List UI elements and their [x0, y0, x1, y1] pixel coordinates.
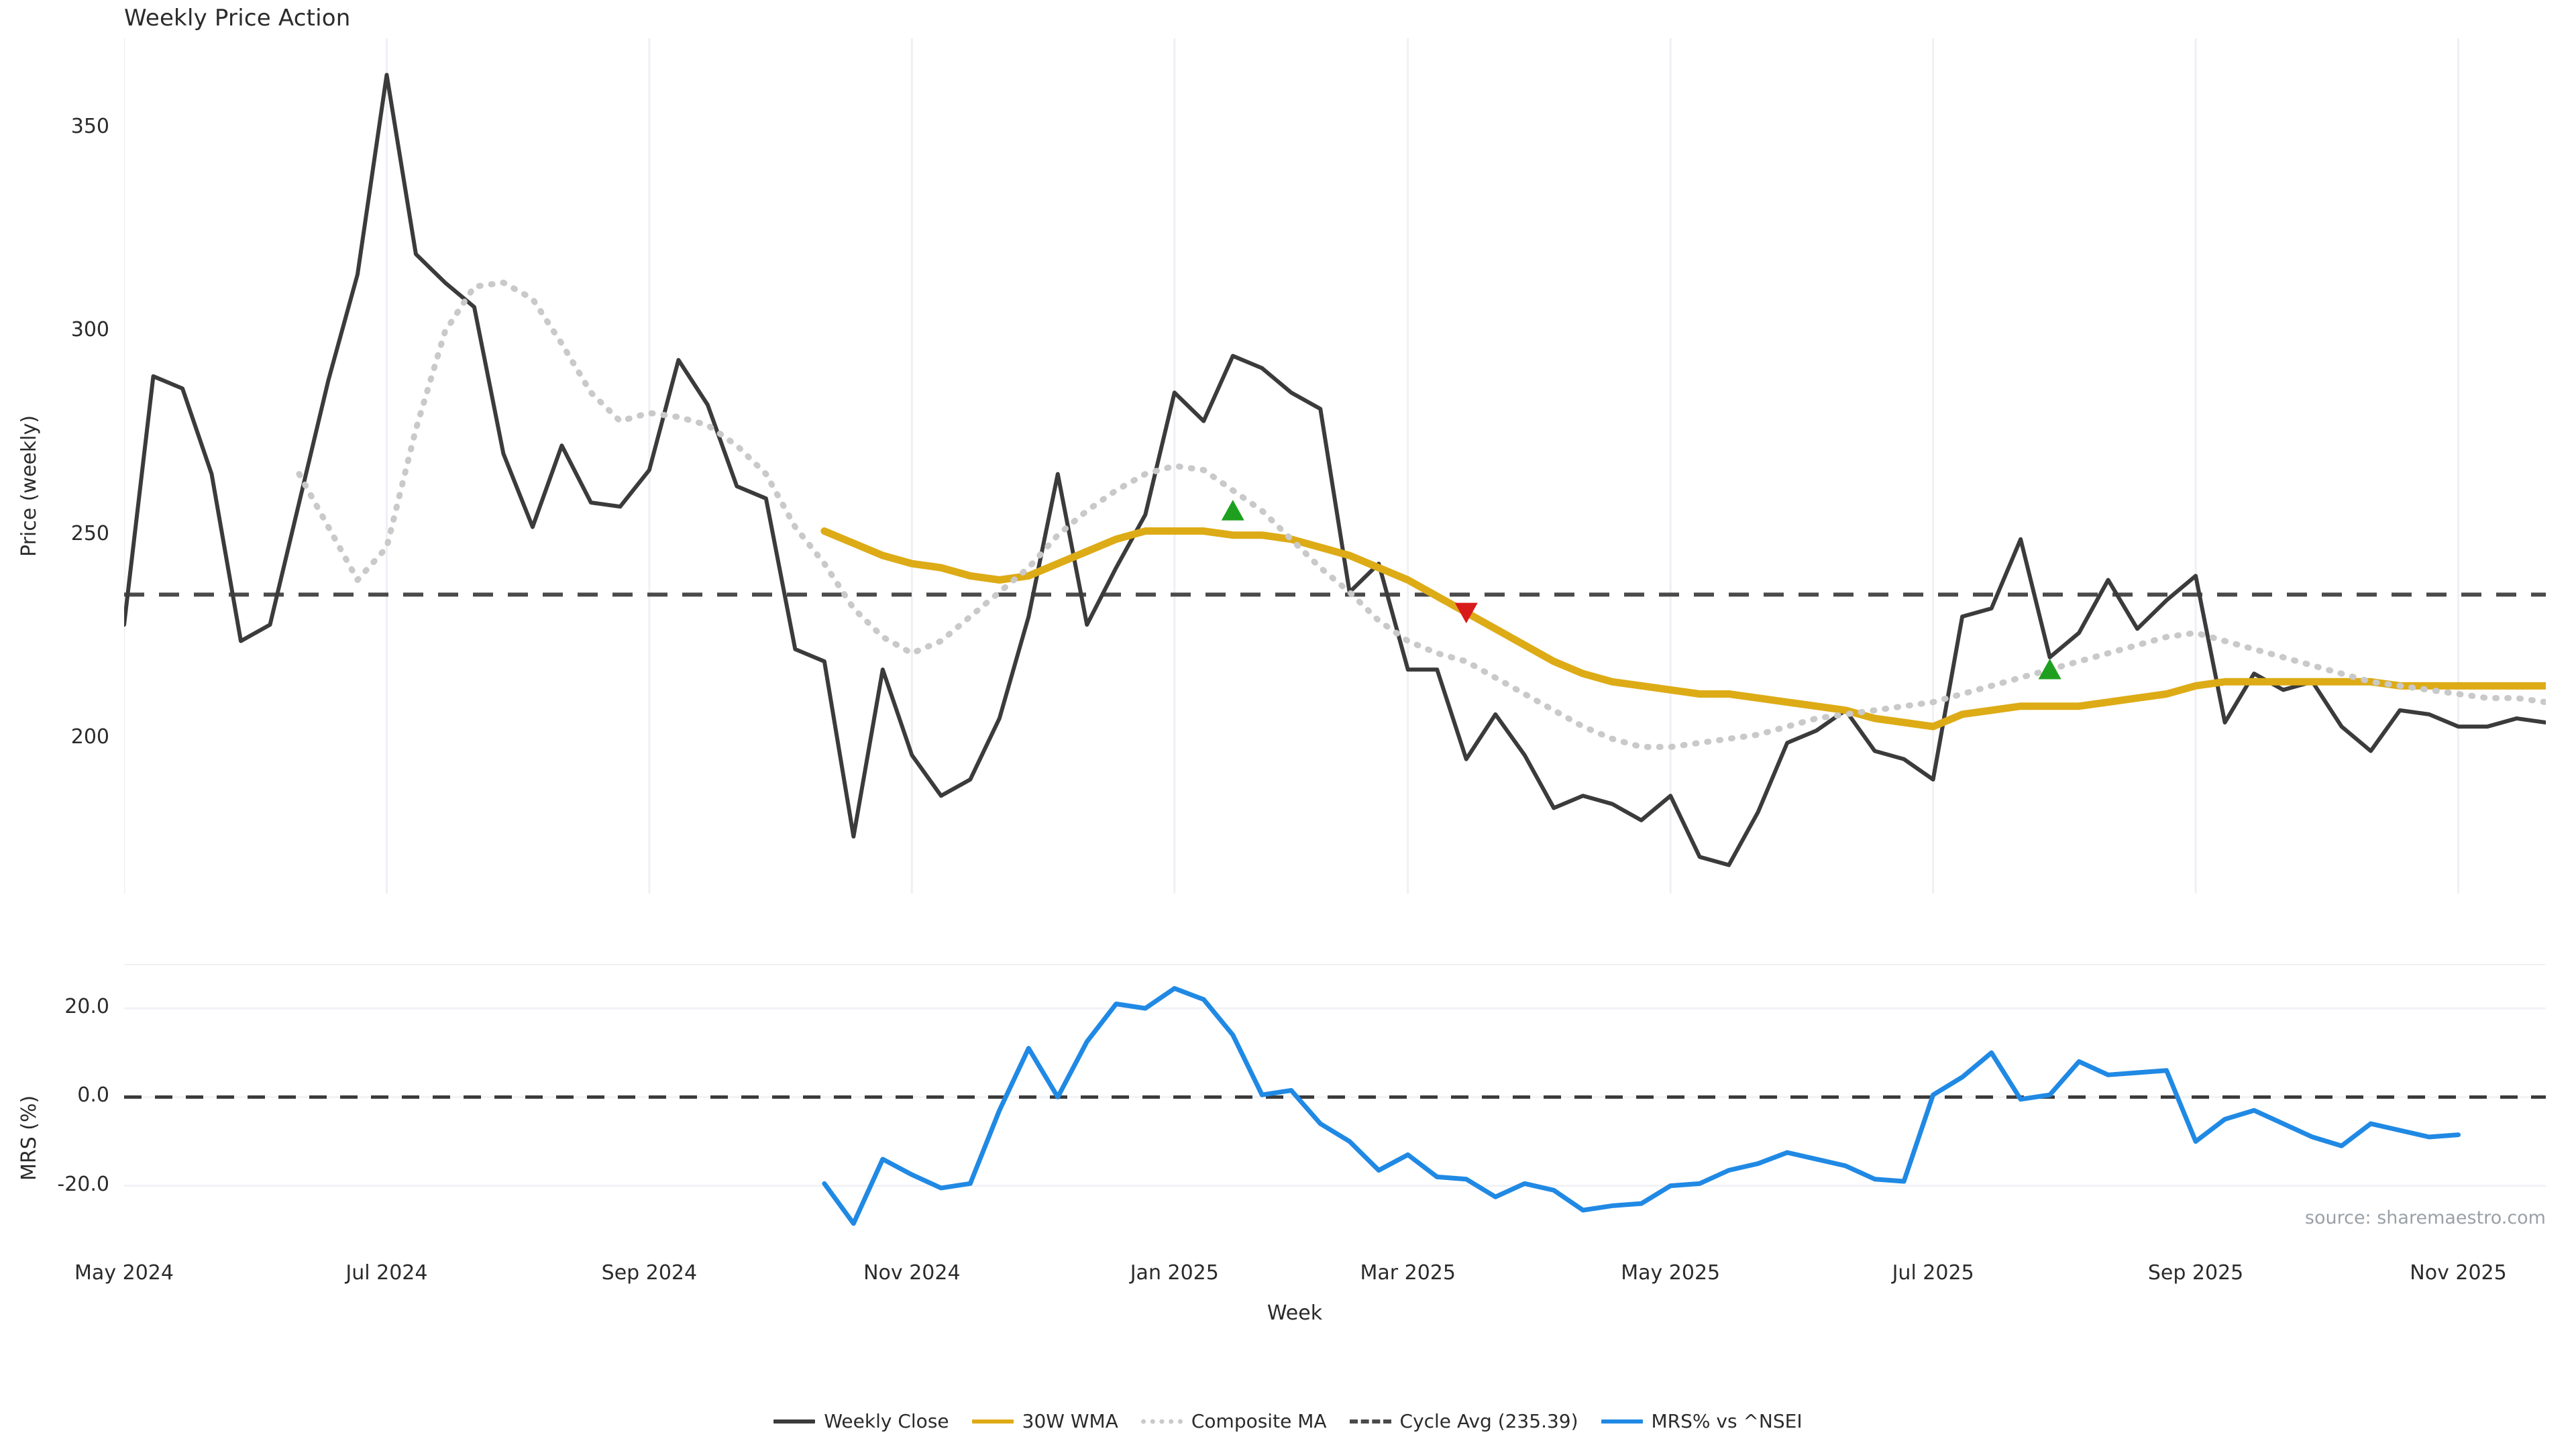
legend-label: MRS% vs ^NSEI — [1651, 1410, 1803, 1432]
chart-legend: Weekly Close 30W WMA Composite MA Cycle Avg… — [0, 1410, 2576, 1432]
mrs-chart-plot-area — [124, 964, 2546, 1239]
legend-item[interactable]: MRS% vs ^NSEI — [1601, 1410, 1803, 1432]
series-line-composite-ma — [296, 279, 2546, 750]
sell-signal-marker-icon — [1454, 602, 1478, 624]
legend-swatch-icon — [1140, 1413, 1183, 1430]
mrs-y-tick-label: -20.0 — [57, 1172, 109, 1196]
x-tick-label: Jul 2025 — [1892, 1261, 1974, 1285]
x-axis-label: Week — [1267, 1301, 1323, 1325]
page-title: Weekly Price Action — [124, 5, 351, 32]
buy-signal-marker-icon — [1221, 500, 1244, 521]
x-tick-label: Jul 2024 — [345, 1261, 428, 1285]
buy-signal-marker-icon — [2038, 658, 2061, 680]
x-tick-label: May 2025 — [1621, 1261, 1721, 1285]
price-y-tick-label: 350 — [70, 114, 109, 138]
legend-label: Composite MA — [1191, 1410, 1327, 1432]
mrs-chart-svg — [124, 964, 2546, 1226]
price-chart-plot-area — [124, 38, 2546, 894]
x-tick-label: Mar 2025 — [1360, 1261, 1456, 1285]
mrs-axis-label: MRS (%) — [17, 1095, 41, 1181]
x-tick-label: Jan 2025 — [1130, 1261, 1219, 1285]
x-tick-label: Sep 2025 — [2147, 1261, 2244, 1285]
mrs-y-tick-label: 20.0 — [64, 995, 109, 1019]
legend-label: Cycle Avg (235.39) — [1399, 1410, 1578, 1432]
x-tick-label: Sep 2024 — [601, 1261, 698, 1285]
price-y-tick-label: 200 — [70, 725, 109, 749]
series-line-weekly-close — [124, 72, 2546, 867]
legend-swatch-icon — [971, 1413, 1014, 1430]
mrs-y-tick-label: 0.0 — [77, 1083, 109, 1108]
series-line-mrs — [822, 985, 2461, 1226]
x-tick-label: Nov 2024 — [863, 1261, 961, 1285]
x-tick-label: May 2024 — [74, 1261, 174, 1285]
price-chart-svg — [124, 38, 2546, 894]
x-tick-label: Nov 2025 — [2410, 1261, 2507, 1285]
legend-item[interactable]: 30W WMA — [971, 1410, 1118, 1432]
legend-swatch-icon — [773, 1413, 816, 1430]
price-y-tick-label: 250 — [70, 521, 109, 545]
series-line-wma — [820, 527, 2546, 731]
legend-swatch-icon — [1601, 1413, 1643, 1430]
legend-item[interactable]: Cycle Avg (235.39) — [1349, 1410, 1578, 1432]
legend-label: 30W WMA — [1022, 1410, 1118, 1432]
legend-item[interactable]: Composite MA — [1140, 1410, 1327, 1432]
legend-item[interactable]: Weekly Close — [773, 1410, 949, 1432]
legend-label: Weekly Close — [824, 1410, 949, 1432]
legend-swatch-icon — [1349, 1413, 1391, 1430]
source-note: source: sharemaestro.com — [2304, 1208, 2546, 1228]
price-y-tick-label: 300 — [70, 318, 109, 342]
